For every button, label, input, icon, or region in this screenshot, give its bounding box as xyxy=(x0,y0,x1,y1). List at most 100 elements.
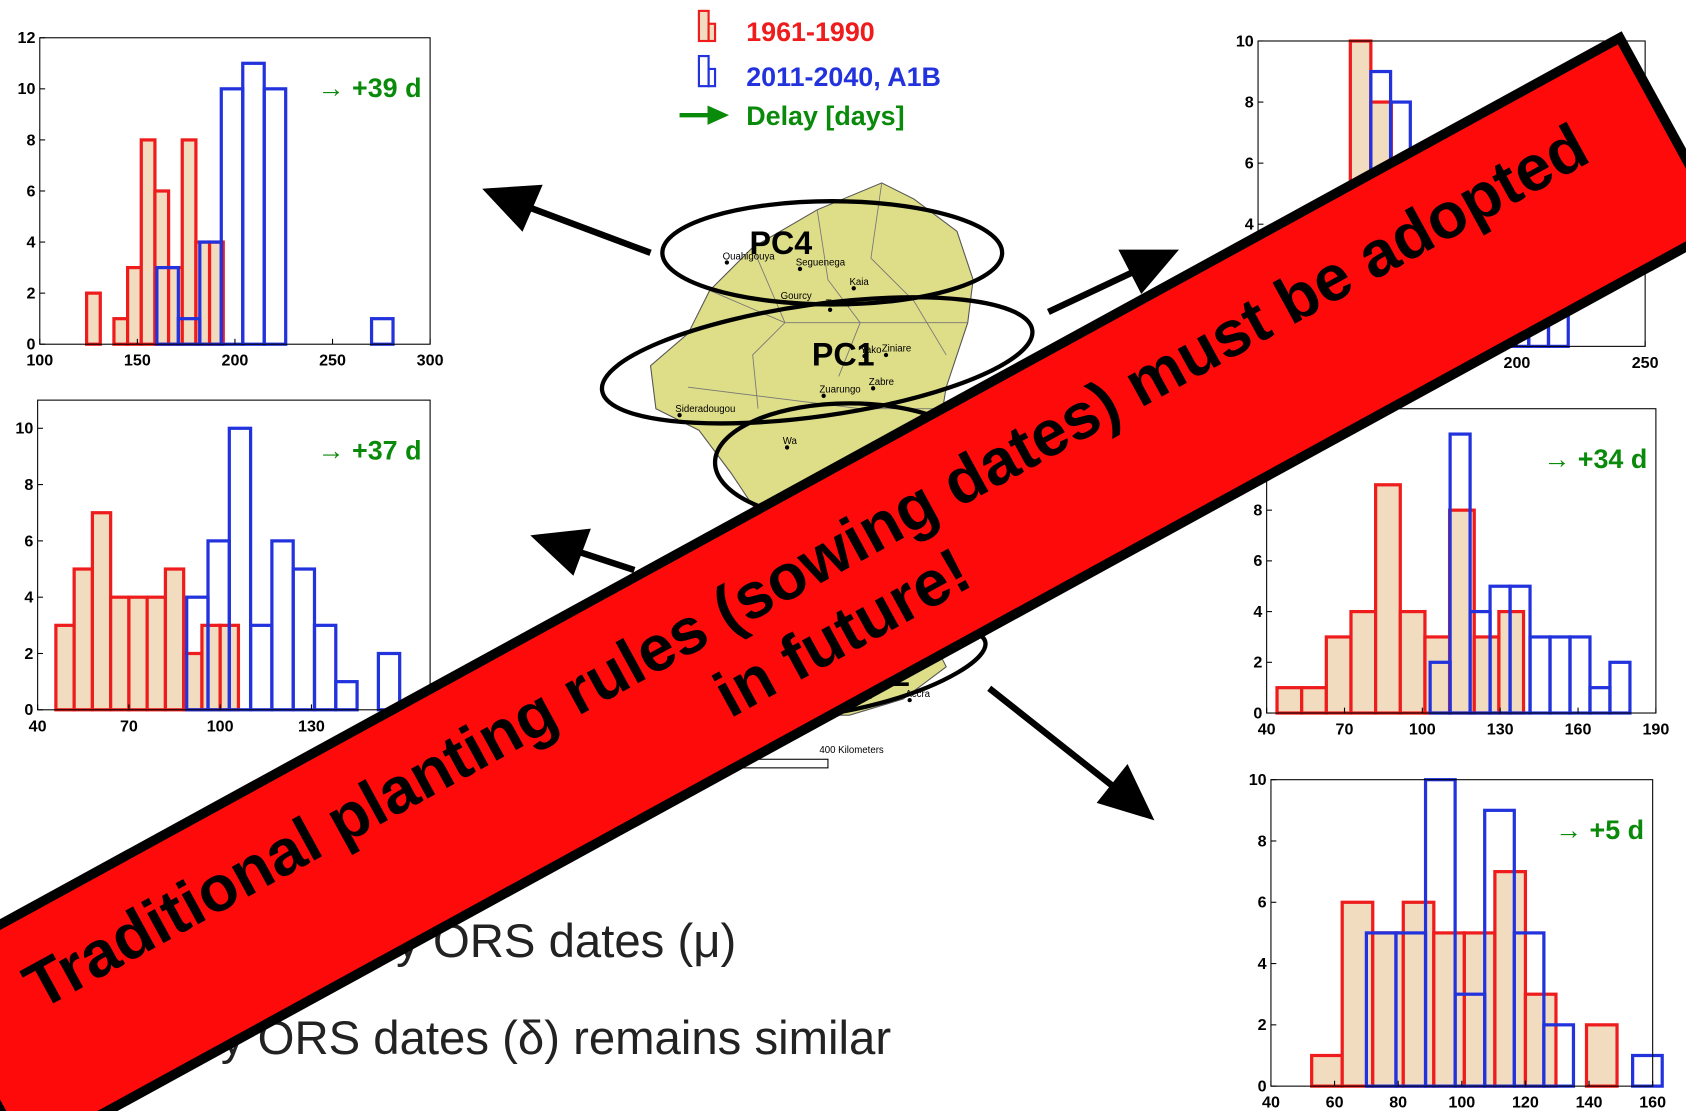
histogram-bar xyxy=(112,317,130,346)
legend-label: 1961-1990 xyxy=(746,17,875,47)
town-dot xyxy=(870,386,876,391)
histogram-bar xyxy=(166,265,184,346)
histogram-bar xyxy=(1472,635,1501,715)
y-tick-label: 2 xyxy=(1258,1016,1267,1034)
y-tick-label: 4 xyxy=(1245,216,1254,234)
town-dot xyxy=(797,266,803,272)
y-tick-label: 0 xyxy=(27,336,36,354)
histogram-bar xyxy=(90,511,113,712)
town-label: Tema xyxy=(826,299,850,310)
histogram-bar xyxy=(54,623,76,712)
town-dot xyxy=(677,413,682,418)
region-ellipse xyxy=(660,199,1005,307)
y-tick-label: 8 xyxy=(1253,502,1262,520)
legend-swatch xyxy=(707,67,717,88)
x-tick-label: 130 xyxy=(298,717,325,735)
histogram-bar xyxy=(163,567,186,712)
histogram-bar xyxy=(1401,900,1436,1088)
town-dot xyxy=(724,260,730,265)
town-dot xyxy=(883,352,889,358)
x-tick-label: 160 xyxy=(1639,1094,1666,1111)
town-dot xyxy=(851,286,856,291)
y-tick-label: 8 xyxy=(1258,832,1267,850)
plot-frame xyxy=(37,399,431,711)
town-dot xyxy=(782,300,788,305)
scale-label: 400 Kilometers xyxy=(819,745,884,756)
y-tick-label: 6 xyxy=(1253,552,1262,570)
y-tick-label: 0 xyxy=(1258,1078,1267,1096)
x-tick-label: 200 xyxy=(1504,354,1531,372)
x-tick-label: 60 xyxy=(1326,1094,1344,1111)
histogram-bar xyxy=(1340,900,1375,1088)
histogram-bar xyxy=(1349,609,1378,715)
y-tick-label: 6 xyxy=(27,182,36,200)
legend-swatch xyxy=(707,22,717,43)
region-label: PC4 xyxy=(749,225,812,261)
histogram-bar xyxy=(1493,870,1528,1088)
town-dot xyxy=(907,697,912,703)
y-tick-label: 6 xyxy=(1258,894,1267,912)
x-tick-label: 40 xyxy=(1258,721,1276,739)
x-tick-label: 100 xyxy=(26,352,53,370)
town-label: Seguenega xyxy=(796,258,846,269)
town-dot xyxy=(821,393,826,398)
delay-annotation: → +5 d xyxy=(1555,815,1644,845)
region-ellipse xyxy=(599,295,1035,426)
legend-swatch xyxy=(697,9,710,43)
histogram-bar xyxy=(1310,1053,1344,1088)
histogram-bar xyxy=(145,595,168,712)
histogram-bar xyxy=(1432,931,1466,1088)
y-tick-label: 4 xyxy=(27,233,36,251)
x-tick-label: 100 xyxy=(1448,1094,1475,1111)
y-tick-label: 2 xyxy=(27,285,36,303)
town-label: Ziniare xyxy=(882,344,912,355)
x-tick-label: 140 xyxy=(1576,1094,1603,1111)
histogram-bar xyxy=(139,138,157,346)
x-tick-label: 190 xyxy=(1642,721,1669,739)
x-tick-label: 70 xyxy=(120,717,138,735)
y-tick-label: 4 xyxy=(1258,955,1267,973)
legend-label: Delay [days] xyxy=(746,101,904,131)
x-tick-label: 40 xyxy=(29,717,47,735)
x-tick-label: 200 xyxy=(221,352,248,370)
y-tick-label: 8 xyxy=(24,476,33,494)
histogram-bar xyxy=(194,240,212,346)
y-tick-label: 0 xyxy=(1253,704,1262,722)
y-tick-label: 10 xyxy=(1236,32,1254,50)
delay-annotation: → +34 d xyxy=(1543,444,1647,474)
town-label: Zuarungo xyxy=(819,385,860,396)
legend-swatch xyxy=(697,54,710,88)
x-tick-label: 120 xyxy=(1512,1094,1539,1111)
histogram-bar xyxy=(1371,931,1405,1088)
town-dot xyxy=(862,353,867,359)
y-tick-label: 0 xyxy=(24,701,33,719)
y-tick-label: 2 xyxy=(1253,654,1262,672)
y-tick-label: 12 xyxy=(18,29,36,47)
x-tick-label: 250 xyxy=(319,352,346,370)
y-tick-label: 8 xyxy=(27,131,36,149)
histogram-bar xyxy=(85,291,102,346)
y-tick-label: 6 xyxy=(24,532,33,550)
town-label: Gourcy xyxy=(781,291,812,302)
histogram-bar xyxy=(125,265,143,346)
histogram-bar xyxy=(200,623,222,712)
y-tick-label: 10 xyxy=(15,420,33,438)
delay-annotation: → +37 d xyxy=(318,435,422,465)
y-tick-label: 4 xyxy=(24,589,33,607)
histogram-bar xyxy=(1300,686,1328,715)
town-dot xyxy=(827,307,833,312)
histogram-bar xyxy=(1523,992,1558,1088)
legend-arrow xyxy=(707,105,730,125)
x-tick-label: 130 xyxy=(1487,721,1514,739)
town-label: Zabre xyxy=(869,377,894,388)
x-tick-label: 100 xyxy=(207,717,234,735)
histogram-bar xyxy=(127,595,149,712)
x-tick-label: 300 xyxy=(417,352,444,370)
town-label: Sideradougou xyxy=(675,404,735,415)
y-tick-label: 10 xyxy=(18,80,36,98)
town-label: Ouahigouya xyxy=(723,251,776,262)
histogram-bar xyxy=(1374,483,1402,715)
town-label: Kaia xyxy=(849,277,869,288)
